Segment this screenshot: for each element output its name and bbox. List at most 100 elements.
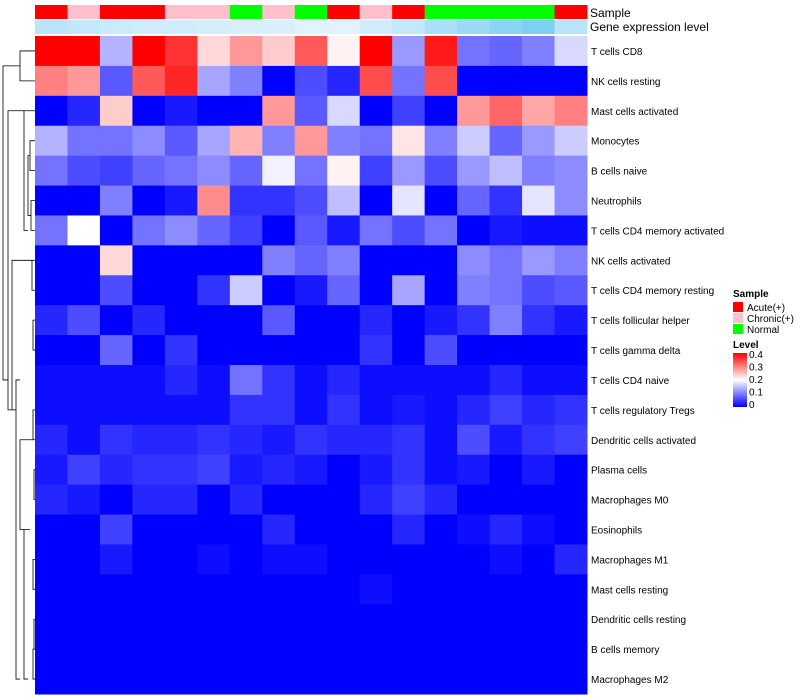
heatmap-cell	[132, 394, 166, 426]
heatmap-cell	[99, 125, 133, 157]
heatmap-cell	[229, 574, 263, 605]
heatmap-cell	[424, 514, 458, 545]
heatmap-cell	[522, 484, 556, 516]
heatmap-cell	[522, 305, 556, 336]
heatmap-cell	[522, 155, 556, 187]
heatmap-cell	[327, 604, 361, 635]
heatmap-cell	[197, 514, 231, 545]
heatmap-cell	[229, 65, 263, 97]
heatmap-cell	[522, 544, 556, 575]
heatmap-cell	[294, 245, 328, 276]
heatmap-cell	[262, 574, 296, 605]
dendrogram-branch	[29, 140, 35, 171]
heatmap-cell	[262, 215, 296, 246]
heatmap-cell	[554, 335, 588, 366]
heatmap-cell	[457, 335, 491, 366]
heatmap-cell	[359, 125, 393, 157]
sample-annotation-cell	[262, 5, 296, 19]
heatmap-cell	[327, 215, 361, 246]
heatmap-cell	[132, 664, 166, 695]
heatmap-cell	[392, 544, 426, 575]
heatmap-cell	[392, 335, 426, 366]
heatmap-cell	[424, 454, 458, 486]
heatmap-cell	[554, 125, 588, 157]
heatmap-cell	[522, 185, 556, 216]
dendrogram-branch	[30, 200, 35, 231]
heatmap-cell	[489, 185, 523, 216]
row-label: T cells CD4 memory resting	[591, 286, 714, 297]
heatmap-cell	[67, 215, 101, 246]
expression-annotation-cell	[294, 20, 328, 34]
heatmap-cell	[522, 335, 556, 366]
heatmap-cell	[359, 36, 393, 67]
heatmap-cell	[99, 305, 133, 336]
dendrogram-branch	[32, 319, 35, 351]
heatmap-cell	[294, 394, 328, 426]
heatmap-cell	[392, 454, 426, 486]
heatmap-cell	[35, 335, 68, 366]
expression-annotation-cell	[67, 20, 101, 34]
heatmap-cell	[457, 574, 491, 605]
heatmap-cell	[132, 514, 166, 545]
heatmap-cell	[229, 95, 263, 127]
heatmap-cell	[457, 305, 491, 336]
heatmap-cell	[489, 305, 523, 336]
row-label: B cells memory	[591, 645, 659, 656]
heatmap-cell	[392, 634, 426, 665]
heatmap-cell	[554, 155, 588, 187]
heatmap-cell	[457, 125, 491, 157]
heatmap-cell	[554, 95, 588, 127]
sample-annotation-cell	[229, 5, 263, 19]
row-label: Dendritic cells resting	[591, 615, 686, 626]
level-tick-label: 0.4	[749, 350, 763, 361]
heatmap-cell	[197, 245, 231, 276]
heatmap-cell	[67, 514, 101, 545]
heatmap-cell	[164, 544, 198, 575]
heatmap-cell	[392, 394, 426, 426]
heatmap-cell	[229, 125, 263, 157]
heatmap-cell	[197, 634, 231, 665]
heatmap-cell	[522, 634, 556, 665]
expression-annotation-cell	[424, 20, 458, 34]
heatmap-cell	[164, 514, 198, 545]
legend-swatch	[733, 302, 743, 312]
row-label: T cells gamma delta	[591, 346, 681, 357]
heatmap-cell	[327, 454, 361, 486]
sample-annotation-cell	[67, 5, 101, 19]
heatmap-cell	[457, 454, 491, 486]
dendrogram-branch	[33, 618, 35, 650]
heatmap-cell	[522, 424, 556, 456]
dendrogram-branch	[7, 110, 24, 411]
heatmap-cell	[35, 36, 68, 67]
heatmap-cell	[359, 394, 393, 426]
heatmap-cell	[424, 484, 458, 516]
heatmap-cell	[522, 574, 556, 605]
dendrogram-branch	[2, 65, 20, 381]
expression-annotation-cell	[132, 20, 166, 34]
heatmap-cell	[327, 185, 361, 216]
heatmap-cell	[132, 365, 166, 396]
heatmap-cell	[522, 664, 556, 695]
sample-annotation-cell	[35, 5, 68, 19]
heatmap-cell	[132, 544, 166, 575]
heatmap-cell	[522, 95, 556, 127]
dendrogram-branch	[32, 648, 35, 680]
heatmap-cell	[392, 424, 426, 456]
heatmap-cell	[327, 245, 361, 276]
heatmap-cell	[164, 424, 198, 456]
heatmap-cell	[132, 95, 166, 127]
heatmap-cell	[522, 36, 556, 67]
heatmap-cell	[554, 544, 588, 575]
row-label: Dendritic cells activated	[591, 436, 696, 447]
heatmap-cell	[359, 365, 393, 396]
heatmap-cell	[294, 125, 328, 157]
heatmap-cell	[327, 305, 361, 336]
heatmap-cell	[262, 604, 296, 635]
sample-annotation-cell	[132, 5, 166, 19]
heatmap-cell	[99, 215, 133, 246]
heatmap-cell	[359, 305, 393, 336]
heatmap-cell	[99, 634, 133, 665]
heatmap-cell	[294, 574, 328, 605]
heatmap-cell	[262, 245, 296, 276]
